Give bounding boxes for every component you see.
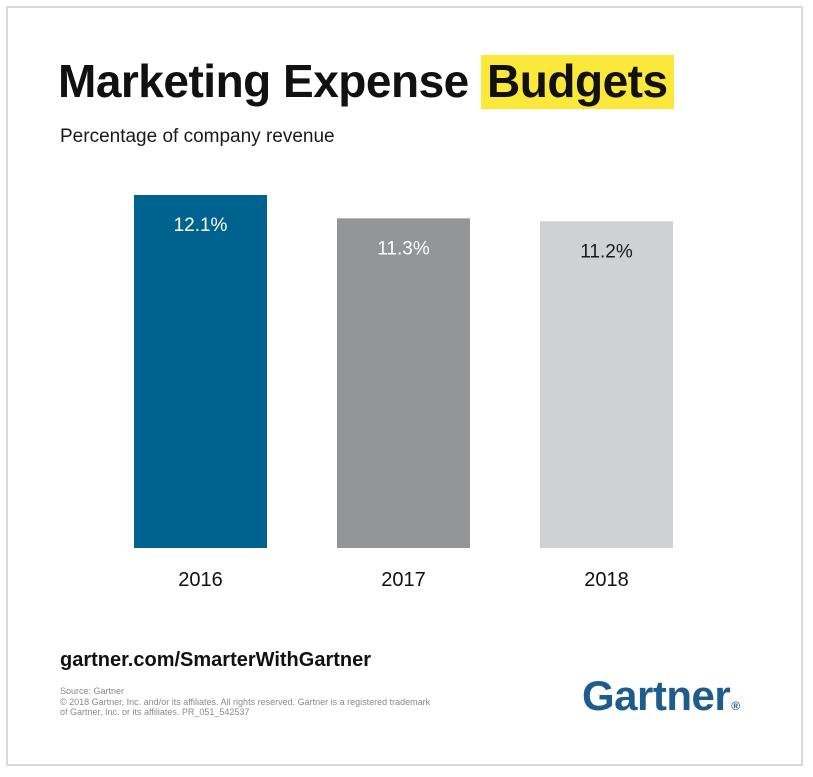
x-tick-label-2016: 2016 xyxy=(178,569,223,591)
bar-2016 xyxy=(134,195,267,548)
x-tick-label-2017: 2017 xyxy=(381,569,426,591)
x-tick-label-2018: 2018 xyxy=(584,569,629,591)
copyright-line: © 2018 Gartner, Inc. and/or its affiliat… xyxy=(60,696,431,707)
chart-subtitle: Percentage of company revenue xyxy=(60,126,335,147)
bar-2017 xyxy=(337,218,470,548)
gartner-logo: Gartner® xyxy=(582,672,740,720)
source-line: Source: Gartner xyxy=(60,686,125,696)
title-highlight: Budgets xyxy=(481,55,674,109)
title-main: Marketing Expense xyxy=(58,55,469,107)
logo-wordmark: Gartner xyxy=(582,672,731,719)
copyright-line: of Gartner, Inc. or its affiliates. PR_0… xyxy=(60,707,250,717)
gartner-site-link[interactable]: gartner.com/SmarterWithGartner xyxy=(60,649,372,671)
data-label-2018: 11.2% xyxy=(580,241,633,262)
source-note: Source: Gartner © 2018 Gartner, Inc. and… xyxy=(60,686,430,718)
registered-mark: ® xyxy=(731,699,740,713)
bar-2018 xyxy=(540,221,673,548)
data-label-2016: 12.1% xyxy=(174,215,228,236)
page-title: Marketing Expense Budgets xyxy=(58,52,674,110)
data-label-2017: 11.3% xyxy=(377,238,430,259)
